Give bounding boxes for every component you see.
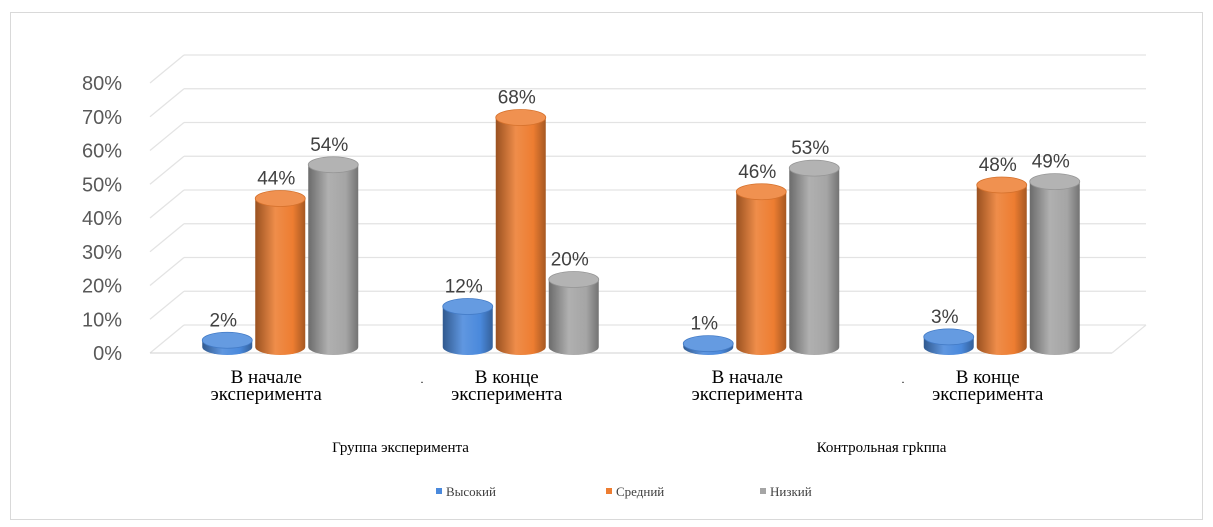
gridline-side (149, 88, 185, 118)
data-label: 46% (738, 162, 776, 183)
y-axis: 0% 10% 20% 30% 40% 50% 60% 70% 80% (82, 73, 122, 365)
y-tick-label: 10% (82, 309, 122, 331)
gridline-side (149, 54, 185, 84)
bar-cap (307, 156, 359, 174)
y-tick-label: 60% (82, 141, 122, 163)
bar-cap (788, 159, 840, 177)
bar-cap (682, 335, 734, 353)
group-label: Группа эксперимента (332, 440, 469, 456)
gridline-side (149, 324, 185, 354)
bar-cap (976, 176, 1028, 194)
bar-body (789, 168, 840, 355)
legend: Высокий Средний Низкий (436, 484, 812, 499)
gridline-side (149, 290, 185, 320)
bar-body (1029, 181, 1080, 355)
gridline-side (149, 189, 185, 219)
data-label: 2% (210, 310, 238, 331)
stray-mark: . (421, 372, 424, 386)
bar-body (308, 164, 359, 355)
y-tick-label: 0% (93, 343, 122, 365)
bar-Средний (495, 109, 547, 355)
legend-label: Высокий (446, 484, 496, 499)
y-tick-label: 80% (82, 73, 122, 95)
category-label: В начале эксперимента (211, 367, 323, 405)
bar-cap (201, 331, 253, 349)
bar-cap (495, 109, 547, 126)
bar-Средний (976, 176, 1028, 355)
bar-Высокий (201, 331, 253, 355)
data-label: 1% (691, 314, 719, 335)
data-label: 48% (979, 155, 1017, 176)
bar-Высокий (442, 298, 494, 355)
data-label: 20% (551, 250, 589, 271)
bar-cap (1029, 173, 1081, 191)
gridline-side (149, 257, 185, 286)
category-label: В конце эксперимента (932, 367, 1044, 405)
legend-swatch (606, 488, 612, 494)
legend-label: Низкий (770, 484, 812, 499)
bar-Высокий (923, 328, 975, 355)
bar-cap (254, 190, 306, 207)
bar-Средний (254, 190, 306, 355)
bar-Средний (735, 183, 787, 355)
bar-body (736, 191, 787, 355)
data-label: 49% (1032, 152, 1070, 173)
bar-cap (548, 271, 600, 288)
bar-Низкий (788, 159, 840, 355)
x-axis: В начале эксперимента В конце эксперимента В… (211, 367, 1044, 405)
bar-cap (442, 298, 494, 315)
category-label: В конце эксперимента (451, 367, 563, 405)
y-tick-label: 20% (82, 276, 122, 298)
data-label: 53% (791, 138, 829, 159)
y-tick-label: 40% (82, 208, 122, 230)
gridline-side (149, 122, 185, 151)
bar-body (442, 306, 493, 355)
stray-mark: . (902, 372, 905, 386)
legend-swatch (436, 488, 442, 494)
legend-item: Низкий (760, 484, 812, 499)
y-tick-label: 30% (82, 242, 122, 264)
legend-item: Средний (606, 484, 664, 499)
bar-Низкий (1029, 173, 1081, 355)
legend-swatch (760, 488, 766, 494)
data-label: 3% (931, 307, 959, 328)
group-label: Контрольная грkппа (817, 440, 947, 456)
gridline-side (149, 155, 185, 185)
bar-Высокий (682, 335, 734, 355)
bar-body (495, 117, 546, 355)
data-labels: 2% 44% 54% 12% 68% 20% 1% 46% 53% 3% 48% 49% (210, 88, 1070, 335)
bar-body (976, 185, 1027, 355)
group-labels: Группа эксперимента Контрольная грkппа (332, 440, 947, 456)
data-label: 54% (310, 135, 348, 156)
legend-label: Средний (616, 484, 664, 499)
bar-cap (923, 328, 975, 346)
gridline-side (149, 223, 185, 253)
data-label: 44% (257, 169, 295, 190)
floor-edge-right (1111, 324, 1147, 354)
y-tick-label: 50% (82, 174, 122, 196)
category-label: В начале эксперимента (692, 367, 804, 405)
bar-Низкий (548, 271, 600, 355)
bar-cap (735, 183, 787, 201)
bars (201, 109, 1081, 355)
bar-body (548, 279, 599, 355)
data-label: 68% (498, 88, 536, 109)
legend-item: Высокий (436, 484, 496, 499)
bar-body (255, 198, 306, 355)
data-label: 12% (445, 277, 483, 298)
bar-Низкий (307, 156, 359, 355)
y-tick-label: 70% (82, 107, 122, 129)
